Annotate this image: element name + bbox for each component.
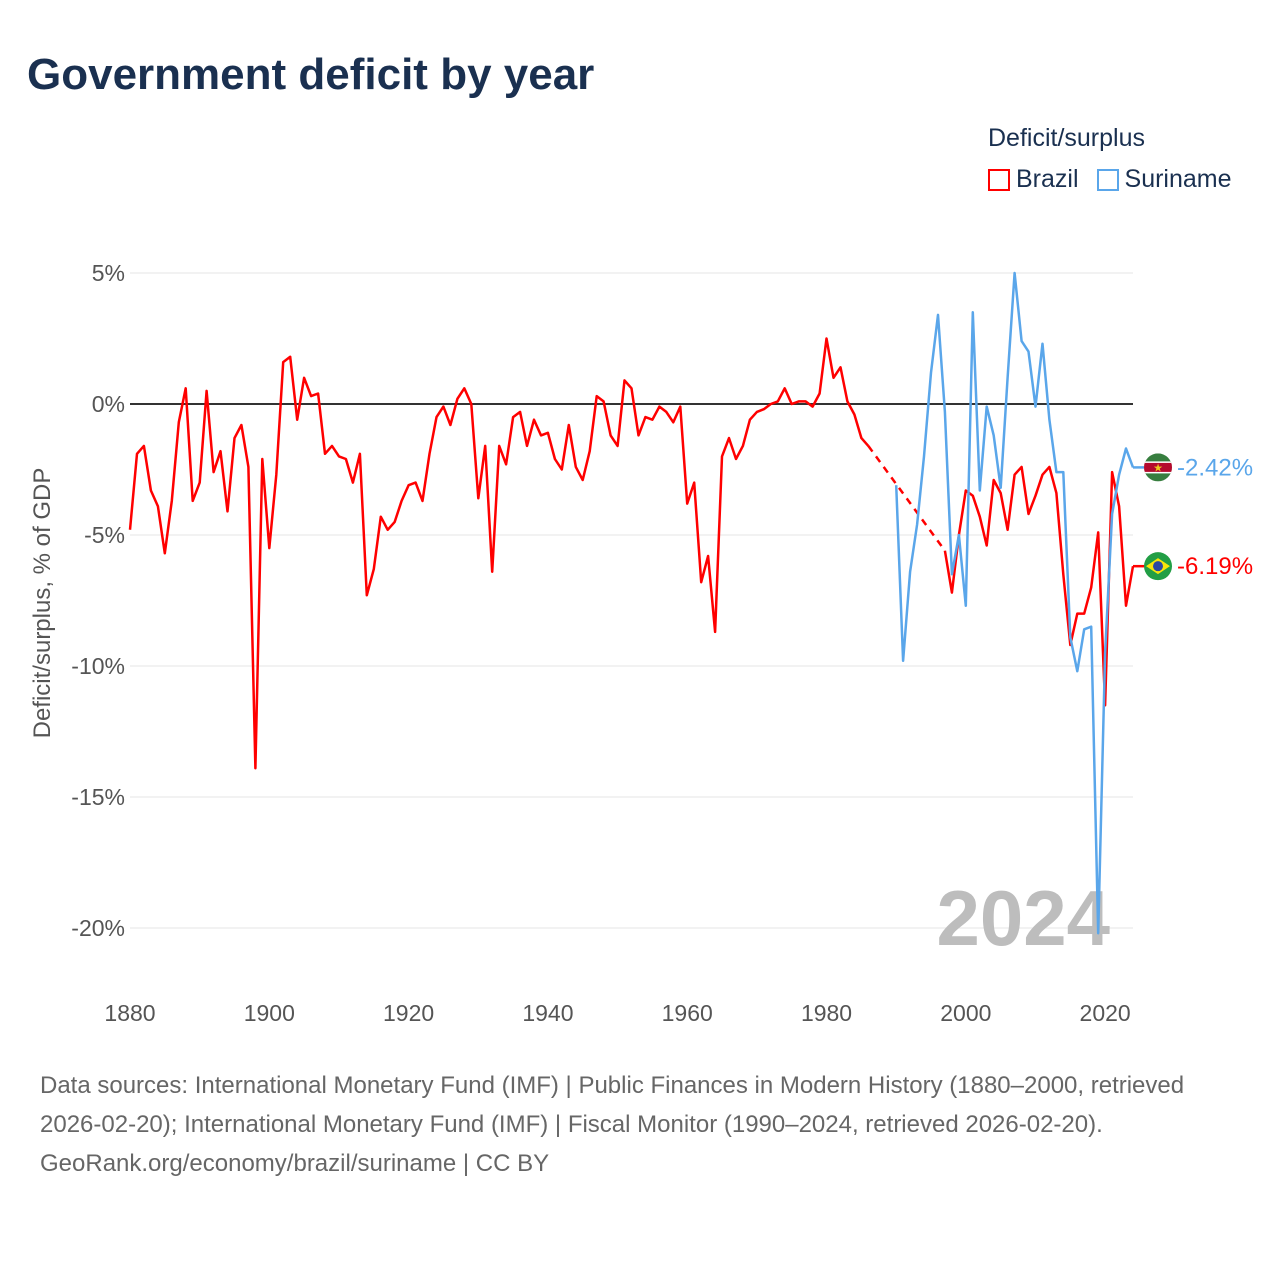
y-tick-label: -5% — [84, 522, 125, 548]
x-tick-label: 1880 — [104, 1000, 155, 1026]
y-tick-label: 0% — [92, 391, 125, 417]
chart-title: Government deficit by year — [27, 50, 595, 99]
legend-title: Deficit/surplus — [988, 124, 1145, 152]
flag-globe — [1153, 561, 1163, 572]
x-tick-label: 1920 — [383, 1000, 434, 1026]
legend-item-brazil[interactable]: Brazil — [988, 165, 1079, 194]
legend-swatch-brazil — [988, 168, 1010, 191]
year-watermark: 2024 — [936, 874, 1110, 962]
legend-label-suriname: Suriname — [1124, 165, 1232, 193]
y-axis-title: Deficit/surplus, % of GDP — [29, 468, 56, 739]
legend-item-suriname[interactable]: Suriname — [1096, 165, 1232, 194]
suriname-line — [894, 271, 1135, 935]
flag-red — [1144, 462, 1172, 472]
credit-link[interactable]: GeoRank.org/economy/brazil/suriname | CC… — [40, 1150, 550, 1177]
footer: Data sources: International Monetary Fun… — [40, 1066, 1250, 1183]
x-tick-label: 2020 — [1080, 1000, 1131, 1026]
series-lines — [128, 271, 1135, 935]
x-tick-label: 1940 — [522, 1000, 573, 1026]
y-tick-label: -10% — [71, 653, 125, 679]
brazil-end-label: -6.19% — [1177, 553, 1253, 580]
brazil-gap-dashed-line — [867, 445, 946, 552]
legend: Deficit/surplus Brazil Suriname — [988, 124, 1232, 194]
brazil-flag-icon — [1144, 552, 1172, 581]
x-tick-label: 1980 — [801, 1000, 852, 1026]
brazil-line — [943, 465, 1135, 707]
y-axis-ticks: 5% 0% -5% -10% -15% -20% — [71, 260, 125, 941]
legend-swatch-suriname — [1096, 168, 1119, 191]
suriname-flag-icon: ★ — [1144, 453, 1172, 482]
x-tick-label: 1900 — [244, 1000, 295, 1026]
flag-star: ★ — [1153, 462, 1163, 474]
y-tick-label: -20% — [71, 915, 125, 941]
suriname-end-label: -2.42% — [1177, 454, 1253, 481]
x-axis-ticks: 1880 1900 1920 1940 1960 1980 2000 2020 — [104, 1000, 1130, 1026]
line-chart: 5% 0% -5% -10% -15% -20% 1880 1900 1920 1940 1960… — [29, 260, 1253, 1026]
brazil-line — [128, 337, 870, 770]
flag-stripes: ★ — [1144, 453, 1172, 482]
x-tick-label: 1960 — [662, 1000, 713, 1026]
data-sources: Data sources: International Monetary Fun… — [40, 1072, 1185, 1138]
legend-label-brazil: Brazil — [1016, 165, 1079, 193]
y-tick-label: -15% — [71, 784, 125, 810]
y-tick-label: 5% — [92, 260, 125, 286]
end-labels: -6.19% ★ -2.42% — [1133, 453, 1253, 581]
gridlines — [130, 272, 1133, 929]
x-tick-label: 2000 — [940, 1000, 991, 1026]
